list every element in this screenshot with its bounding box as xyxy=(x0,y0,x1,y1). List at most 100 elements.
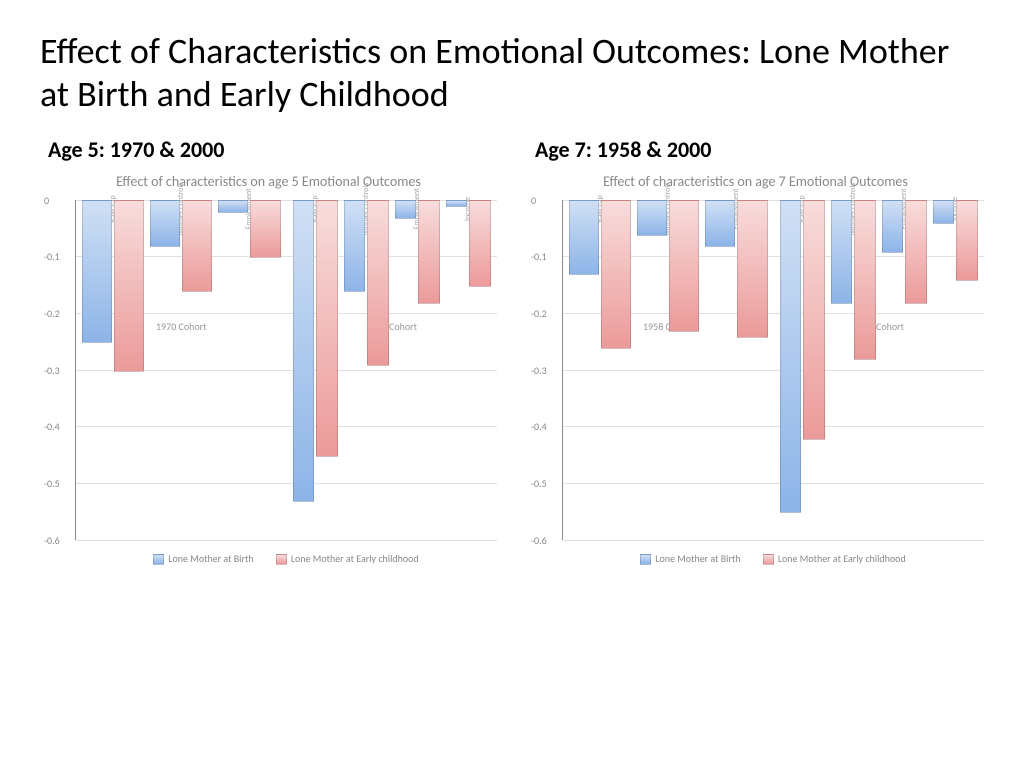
bar-red xyxy=(250,200,280,540)
bar-fill xyxy=(82,200,112,344)
bar-group: Raw gap xyxy=(780,200,825,540)
bar-fill xyxy=(705,200,735,247)
swatch-red xyxy=(276,554,287,565)
bar-blue xyxy=(637,200,667,540)
bar-red xyxy=(905,200,927,540)
bar-fill xyxy=(569,200,599,276)
bar-fill xyxy=(831,200,853,304)
page-title: Effect of Characteristics on Emotional O… xyxy=(40,30,984,116)
bar-fill xyxy=(854,200,876,361)
bar-blue xyxy=(293,200,315,540)
right-chart-title: Effect of characteristics on age 7 Emoti… xyxy=(527,173,984,191)
bar-group: Income xyxy=(446,200,491,540)
gridline: -0.6 xyxy=(76,540,497,541)
bar-fill xyxy=(344,200,366,293)
bar-blue xyxy=(780,200,802,540)
charts-row: Age 5: 1970 & 2000 Effect of characteris… xyxy=(40,136,984,579)
bar-fill xyxy=(737,200,767,338)
bar-red xyxy=(601,200,631,540)
bar-fill xyxy=(637,200,667,236)
bar-group: Employment xyxy=(218,200,280,540)
y-tick-label: 0 xyxy=(44,194,49,207)
bar-blue xyxy=(218,200,248,540)
bar-fill xyxy=(780,200,802,514)
bar-group: Mother controls xyxy=(831,200,876,540)
y-tick-label: -0.5 xyxy=(44,477,60,490)
bar-fill xyxy=(395,200,417,219)
swatch-red xyxy=(763,554,774,565)
bar-fill xyxy=(669,200,699,332)
left-chart-title: Effect of characteristics on age 5 Emoti… xyxy=(40,173,497,191)
left-panel: Age 5: 1970 & 2000 Effect of characteris… xyxy=(40,136,497,579)
legend-blue-label: Lone Mother at Birth xyxy=(655,552,740,565)
bar-fill xyxy=(446,200,468,208)
y-tick-label: -0.6 xyxy=(531,534,547,547)
bar-fill xyxy=(882,200,904,253)
right-legend: Lone Mother at Birth Lone Mother at Earl… xyxy=(562,552,984,565)
bar-group: Mother controls xyxy=(150,200,212,540)
bar-red xyxy=(956,200,978,540)
bar-red xyxy=(316,200,338,540)
bars-layer: 1958 CohortRaw gapMother controlsEmploym… xyxy=(563,200,984,540)
left-plot: 0-0.1-0.2-0.3-0.4-0.5-0.61970 CohortRaw … xyxy=(75,200,497,540)
bar-fill xyxy=(933,200,955,225)
bar-fill xyxy=(469,200,491,287)
bar-group: Income xyxy=(933,200,978,540)
bar-fill xyxy=(114,200,144,372)
bar-fill xyxy=(905,200,927,304)
legend-blue-label: Lone Mother at Birth xyxy=(168,552,253,565)
right-panel: Age 7: 1958 & 2000 Effect of characteris… xyxy=(527,136,984,579)
y-tick-label: -0.1 xyxy=(531,250,547,263)
bar-group: Employment xyxy=(882,200,927,540)
bar-blue xyxy=(882,200,904,540)
y-tick-label: -0.3 xyxy=(531,364,547,377)
bar-blue xyxy=(933,200,955,540)
bar-red xyxy=(182,200,212,540)
y-tick-label: -0.1 xyxy=(44,250,60,263)
bar-blue xyxy=(446,200,468,540)
bar-group: Employment xyxy=(705,200,767,540)
bar-red xyxy=(367,200,389,540)
bar-fill xyxy=(418,200,440,304)
bar-group: Employment xyxy=(395,200,440,540)
bar-red xyxy=(418,200,440,540)
bars-layer: 1970 CohortRaw gapMother controlsEmploym… xyxy=(76,200,497,540)
bar-group: Mother controls xyxy=(637,200,699,540)
cohort: 2000 CohortRaw gapMother controlsEmploym… xyxy=(287,200,498,540)
bar-blue xyxy=(395,200,417,540)
bar-fill xyxy=(956,200,978,281)
legend-red-label: Lone Mother at Early childhood xyxy=(291,552,419,565)
right-plot: 0-0.1-0.2-0.3-0.4-0.5-0.61958 CohortRaw … xyxy=(562,200,984,540)
bar-fill xyxy=(218,200,248,213)
cohort: 1958 CohortRaw gapMother controlsEmploym… xyxy=(563,200,774,540)
y-tick-label: -0.4 xyxy=(44,420,60,433)
legend-red-label: Lone Mother at Early childhood xyxy=(778,552,906,565)
cohort: 2000 CohortRaw gapMother controlsEmploym… xyxy=(774,200,985,540)
cohort: 1970 CohortRaw gapMother controlsEmploym… xyxy=(76,200,287,540)
y-tick-label: -0.3 xyxy=(44,364,60,377)
bar-fill xyxy=(250,200,280,259)
bar-blue xyxy=(705,200,735,540)
gridline: -0.6 xyxy=(563,540,984,541)
right-heading: Age 7: 1958 & 2000 xyxy=(535,136,984,163)
bar-red xyxy=(114,200,144,540)
bar-red xyxy=(669,200,699,540)
bar-fill xyxy=(316,200,338,457)
swatch-blue xyxy=(153,554,164,565)
y-tick-label: -0.2 xyxy=(531,307,547,320)
bar-fill xyxy=(601,200,631,349)
bar-blue xyxy=(344,200,366,540)
bar-red xyxy=(803,200,825,540)
y-tick-label: -0.6 xyxy=(44,534,60,547)
bar-blue xyxy=(150,200,180,540)
bar-group: Mother controls xyxy=(344,200,389,540)
bar-group: Raw gap xyxy=(82,200,144,540)
left-heading: Age 5: 1970 & 2000 xyxy=(48,136,497,163)
y-tick-label: -0.5 xyxy=(531,477,547,490)
bar-red xyxy=(469,200,491,540)
swatch-blue xyxy=(640,554,651,565)
bar-fill xyxy=(803,200,825,440)
bar-fill xyxy=(367,200,389,366)
bar-red xyxy=(737,200,767,540)
bar-fill xyxy=(293,200,315,502)
